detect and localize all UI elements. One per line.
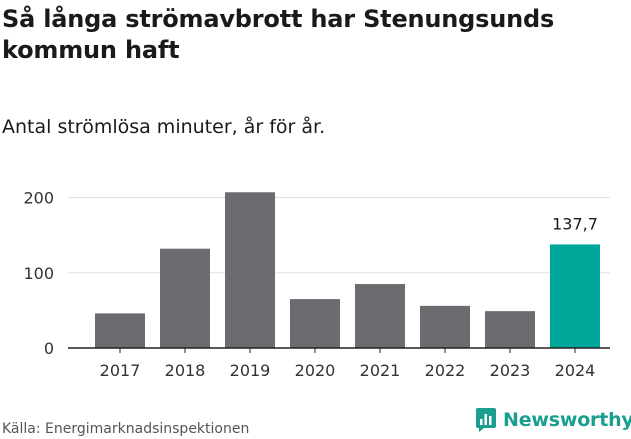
y-tick-label: 0 <box>44 339 54 358</box>
bar-2024 <box>550 244 600 348</box>
x-tick-label: 2019 <box>230 361 271 380</box>
bar-chart: 0 100 200 2017 2018 2019 2020 2021 2022 2023 2024 1… <box>23 189 610 380</box>
x-tick-label: 2021 <box>360 361 401 380</box>
bar-2023 <box>485 311 535 348</box>
x-tick-label: 2023 <box>490 361 531 380</box>
bar-chart-logo-icon <box>476 408 496 432</box>
bar-2021 <box>355 284 405 348</box>
bar-2018 <box>160 248 210 348</box>
brand-name: Newsworthy <box>503 409 631 431</box>
chart-title: Så långa strömavbrott har Stenungsunds k… <box>2 5 555 64</box>
chart-subtitle: Antal strömlösa minuter, år för år. <box>2 116 326 138</box>
bar-2017 <box>95 313 145 348</box>
x-tick-label: 2024 <box>555 361 596 380</box>
bar-2019 <box>225 192 275 348</box>
x-tick-label: 2022 <box>425 361 466 380</box>
bar-2022 <box>420 305 470 348</box>
x-tick-label: 2020 <box>295 361 336 380</box>
source-note: Källa: Energimarknadsinspektionen <box>2 421 250 437</box>
bar-2020 <box>290 299 340 348</box>
x-tick-label: 2018 <box>165 361 206 380</box>
y-tick-label: 100 <box>23 264 54 283</box>
x-tick-label: 2017 <box>100 361 141 380</box>
brand-logo: Newsworthy <box>475 407 631 433</box>
data-label: 137,7 <box>552 214 598 233</box>
y-tick-label: 200 <box>23 189 54 208</box>
